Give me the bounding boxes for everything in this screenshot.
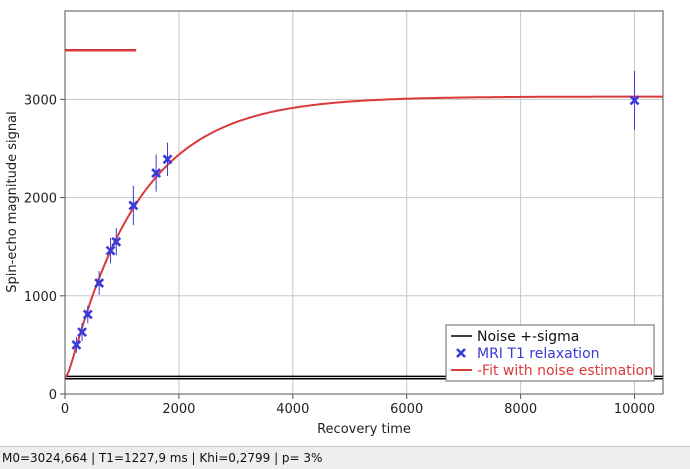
- data-point-stroke: [162, 154, 173, 165]
- data-point: [629, 95, 640, 106]
- fit-curve: [64, 95, 663, 379]
- chart: 0 2000 4000 6000 8000 10000 0 1000 2000 3000 Reco…: [5, 10, 664, 437]
- legend-measure-swatch: [456, 348, 466, 358]
- x-tick-label: 0: [61, 402, 69, 417]
- data-point: [162, 154, 173, 165]
- data-point-stroke: [77, 327, 88, 338]
- x-tick-label: 4000: [276, 402, 309, 417]
- y-tick-label: 2000: [24, 192, 57, 207]
- y-tick-label: 0: [49, 388, 57, 403]
- data-point: [71, 339, 82, 350]
- data-point-stroke: [105, 245, 116, 256]
- data-point: [111, 236, 122, 247]
- x-axis-title: Recovery time: [317, 422, 411, 437]
- legend-noise-label: Noise +-sigma: [477, 329, 579, 345]
- y-tick-label: 1000: [24, 290, 57, 305]
- y-tick-label: 3000: [24, 93, 57, 108]
- x-tick-label: 6000: [390, 402, 423, 417]
- legend-box: [445, 324, 655, 382]
- data-point: [77, 327, 88, 338]
- data-point-stroke: [94, 278, 105, 288]
- data-point: [105, 245, 116, 256]
- data-point: [128, 200, 139, 211]
- x-tick-label: 10000: [614, 402, 655, 417]
- data-point-stroke: [111, 236, 122, 247]
- ticks: 0 2000 4000 6000 8000 10000 0 1000 2000 3000: [24, 93, 655, 417]
- data-point-stroke: [71, 339, 82, 350]
- data-point-stroke: [128, 200, 139, 211]
- legend-fit-label: -Fit with noise estimation: [477, 363, 653, 379]
- data-point-stroke: [629, 95, 640, 106]
- data-point: [82, 309, 93, 320]
- plot-frame: [64, 10, 664, 395]
- grid: [65, 11, 663, 394]
- status-bar: M0=3024,664 | T1=1227,9 ms | Khi=0,2799 …: [0, 446, 690, 469]
- y-axis-title: Spin-echo magnitude signal: [5, 111, 20, 292]
- data-point-stroke: [151, 168, 162, 178]
- data-point: [94, 278, 105, 288]
- data-point-stroke: [82, 309, 93, 320]
- data-point: [151, 168, 162, 178]
- x-tick-label: 8000: [504, 402, 537, 417]
- x-tick-label: 2000: [162, 402, 195, 417]
- legend-measure-label: MRI T1 relaxation: [477, 346, 600, 362]
